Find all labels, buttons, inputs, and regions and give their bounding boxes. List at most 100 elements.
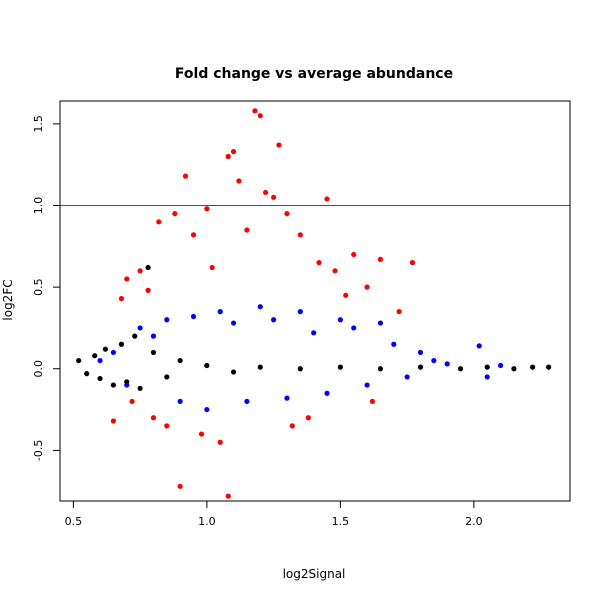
data-point — [409, 260, 416, 266]
data-point — [137, 268, 143, 274]
data-point — [324, 390, 330, 396]
data-point — [284, 211, 290, 217]
data-point — [150, 415, 157, 421]
data-point — [209, 264, 215, 271]
data-point — [225, 153, 231, 160]
data-point — [164, 423, 170, 429]
data-point — [252, 108, 258, 114]
data-point — [172, 211, 178, 217]
data-point — [316, 260, 322, 266]
data-point — [364, 284, 370, 290]
data-point — [404, 374, 410, 380]
data-point — [297, 232, 303, 238]
data-point — [118, 341, 125, 347]
data-point — [124, 276, 130, 282]
data-point — [284, 395, 290, 401]
data-point — [110, 418, 117, 424]
data-point — [110, 349, 117, 356]
data-point — [76, 357, 82, 364]
data-point — [230, 369, 237, 375]
y-tick-label: -0.5 — [32, 440, 45, 461]
data-point — [132, 333, 138, 339]
data-point — [84, 371, 90, 377]
data-point — [311, 330, 317, 336]
data-point — [546, 364, 552, 370]
data-point — [177, 357, 183, 364]
y-tick-label: 1.0 — [32, 197, 45, 215]
chart-title: Fold change vs average abundance — [175, 66, 453, 82]
data-point — [129, 398, 135, 405]
data-point — [377, 256, 384, 262]
x-axis-label: log2Signal — [283, 567, 346, 581]
data-point — [164, 374, 170, 380]
data-point — [97, 357, 103, 364]
data-point — [297, 366, 303, 372]
data-point — [263, 189, 269, 196]
data-point — [457, 366, 464, 372]
data-point — [204, 206, 210, 212]
data-point — [156, 219, 162, 225]
data-point — [271, 317, 277, 323]
data-point — [343, 292, 349, 298]
data-point — [177, 483, 183, 489]
data-point — [230, 149, 237, 155]
data-point — [377, 320, 384, 326]
data-point — [271, 194, 277, 200]
data-point — [97, 375, 103, 382]
data-point — [351, 325, 357, 331]
data-point — [364, 382, 370, 388]
data-point — [92, 353, 98, 359]
data-point — [190, 313, 197, 320]
x-tick-label: 1.0 — [198, 515, 216, 528]
data-point — [276, 142, 282, 148]
data-point — [236, 178, 242, 184]
data-point — [257, 304, 263, 310]
data-point — [198, 431, 205, 437]
data-point — [177, 398, 183, 405]
data-point — [484, 364, 490, 370]
plot-area-frame — [59, 100, 571, 502]
data-point — [417, 349, 424, 356]
data-point — [444, 361, 450, 367]
data-point — [324, 196, 330, 202]
data-point — [530, 364, 536, 370]
data-point — [497, 362, 504, 369]
data-point — [137, 325, 143, 331]
data-point — [351, 251, 357, 258]
data-point — [377, 366, 384, 372]
data-point — [244, 227, 250, 233]
data-point — [257, 364, 263, 370]
y-tick-label: 0.0 — [32, 360, 45, 378]
data-point — [110, 382, 117, 388]
data-point — [118, 295, 125, 302]
data-point — [217, 439, 223, 445]
data-point — [391, 341, 397, 347]
data-point — [244, 398, 250, 405]
data-point — [337, 364, 343, 370]
x-tick-label: 2.0 — [465, 515, 483, 528]
data-point — [150, 333, 157, 339]
data-point — [484, 374, 490, 380]
axis-ticks: 0.5 1.0 1.5 2.0 -0.5 0.0 0.5 1.0 1.5 — [32, 115, 483, 528]
data-point — [332, 268, 338, 274]
data-point — [297, 309, 303, 315]
x-tick-label: 0.5 — [65, 515, 83, 528]
data-point — [145, 264, 151, 271]
data-point — [204, 362, 210, 369]
y-tick-label: 0.5 — [32, 278, 45, 296]
data-point — [289, 423, 295, 429]
data-point — [396, 309, 402, 315]
x-tick-label: 1.5 — [332, 515, 350, 528]
data-point — [337, 317, 343, 323]
data-point — [164, 317, 170, 323]
data-point — [124, 382, 130, 388]
data-point — [150, 349, 157, 356]
data-point — [230, 320, 237, 326]
data-point — [145, 287, 151, 293]
data-point — [217, 309, 223, 315]
data-point — [190, 232, 197, 238]
data-point — [137, 385, 143, 391]
data-point — [257, 113, 263, 119]
y-tick-label: 1.5 — [32, 115, 45, 133]
